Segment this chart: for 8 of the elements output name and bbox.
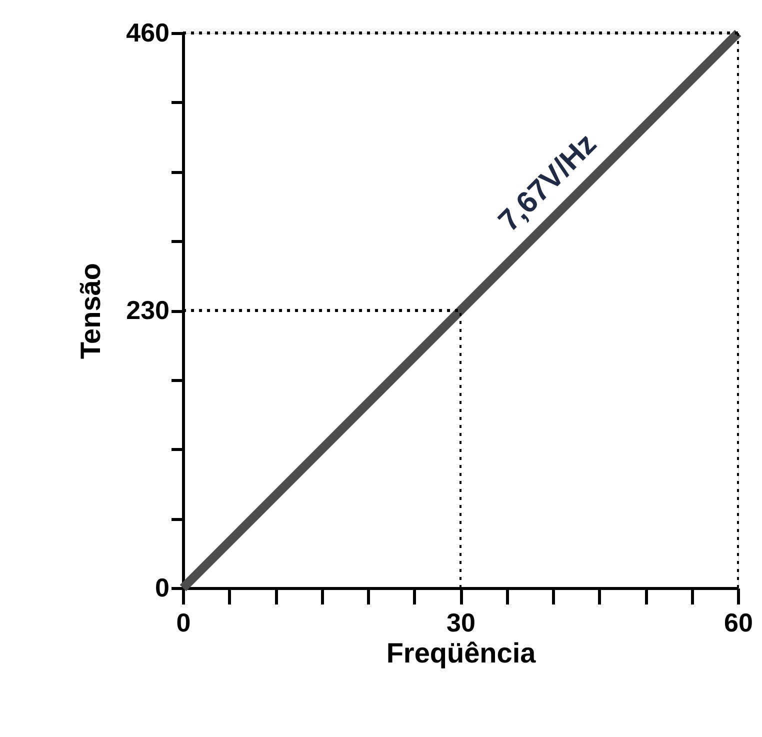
y-tick-label: 230 [126, 295, 170, 325]
x-tick-label: 0 [176, 608, 191, 638]
y-tick-label: 0 [155, 572, 170, 602]
y-axis-title: Tensão [75, 263, 106, 359]
x-axis-title: Freqüência [386, 638, 536, 668]
x-tick-label: 30 [446, 608, 476, 638]
y-tick-label: 460 [126, 18, 170, 48]
x-tick-label: 60 [724, 608, 753, 638]
